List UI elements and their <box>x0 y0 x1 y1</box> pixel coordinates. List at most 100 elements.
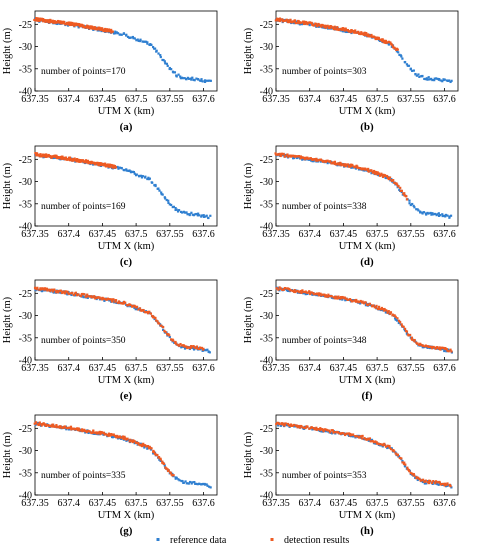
detection-point <box>75 23 78 27</box>
reference-point <box>282 154 285 157</box>
reference-point <box>409 203 412 207</box>
detection-point <box>387 40 391 44</box>
detection-point <box>430 346 434 349</box>
detection-point <box>133 305 136 308</box>
reference-point <box>82 296 85 299</box>
detection-point <box>383 39 386 42</box>
detection-point <box>277 19 280 22</box>
reference-point <box>370 438 374 441</box>
reference-point <box>419 211 422 214</box>
points-count-annotation: number of points=350 <box>41 335 126 346</box>
reference-point <box>144 175 147 178</box>
detection-point <box>302 22 306 25</box>
x-tick-label: 637.6 <box>192 229 215 240</box>
detection-point <box>99 27 102 31</box>
plot-frame <box>34 279 218 361</box>
reference-point <box>40 290 44 293</box>
detection-point <box>360 167 364 170</box>
detection-point <box>326 24 329 27</box>
reference-point <box>175 208 178 211</box>
detection-point <box>325 25 328 28</box>
detection-point <box>118 435 121 438</box>
x-tick-label: 637.55 <box>156 94 184 105</box>
detection-point <box>36 286 39 289</box>
reference-point <box>195 482 198 485</box>
detection-point <box>379 443 382 446</box>
detection-point <box>60 157 63 161</box>
detection-point <box>39 153 42 156</box>
detection-point <box>135 305 139 309</box>
detection-point <box>418 343 421 347</box>
reference-point <box>205 483 208 486</box>
detection-point <box>59 426 62 429</box>
detection-point <box>174 340 177 344</box>
detection-point <box>95 296 99 299</box>
x-axis-label: UTM X (km) <box>339 375 396 386</box>
detection-point <box>84 26 87 29</box>
detection-point <box>104 165 108 168</box>
points-count-annotation: number of points=348 <box>282 335 367 346</box>
x-tick-label: 637.5 <box>366 94 389 105</box>
reference-point <box>430 213 433 216</box>
detection-point <box>438 346 441 349</box>
detection-point <box>109 434 112 437</box>
reference-point <box>181 479 184 483</box>
detection-point <box>327 429 331 432</box>
detection-point <box>304 20 307 24</box>
detection-point <box>408 470 411 473</box>
detection-point <box>326 295 329 298</box>
detection-point <box>450 350 453 353</box>
detection-point <box>438 347 441 350</box>
detection-point <box>342 432 345 435</box>
detection-point <box>327 26 330 29</box>
detection-point <box>88 430 91 433</box>
detection-point <box>139 444 142 447</box>
detection-point <box>324 294 328 297</box>
detection-point <box>38 288 41 291</box>
reference-point <box>206 348 209 351</box>
detection-point <box>63 425 67 428</box>
detection-point <box>74 291 77 294</box>
reference-point <box>403 465 407 468</box>
detection-point <box>281 18 284 21</box>
detection-point <box>296 155 299 158</box>
detection-point <box>115 436 118 439</box>
reference-point <box>146 177 149 181</box>
reference-point <box>168 203 171 206</box>
detection-point <box>88 295 92 298</box>
detection-point <box>344 27 347 30</box>
detection-point <box>77 158 80 162</box>
y-tick-label: -25 <box>19 289 32 300</box>
detection-point <box>142 442 145 445</box>
detection-point <box>66 21 69 25</box>
detection-point <box>376 307 380 311</box>
reference-point <box>390 45 393 48</box>
detection-point <box>183 345 186 348</box>
detection-point <box>110 28 113 32</box>
detection-point <box>384 445 388 448</box>
detection-point <box>152 450 156 454</box>
detection-point <box>137 443 140 446</box>
reference-point <box>173 71 177 74</box>
detection-point <box>351 300 354 303</box>
reference-point <box>393 317 397 320</box>
detection-point <box>112 434 115 437</box>
legend-marker <box>270 538 274 541</box>
reference-point <box>197 78 200 81</box>
panel-label: (b) <box>360 121 374 133</box>
detection-point <box>140 309 143 312</box>
reference-point <box>423 482 426 485</box>
detection-point <box>77 427 80 430</box>
reference-point <box>350 166 353 169</box>
detection-point <box>44 424 48 427</box>
detection-point <box>63 20 66 24</box>
reference-point <box>153 47 157 50</box>
reference-point <box>330 296 333 299</box>
detection-point <box>383 443 386 447</box>
reference-point <box>417 73 420 76</box>
detection-point <box>105 298 108 301</box>
reference-point <box>302 292 305 295</box>
y-tick-label: -30 <box>260 311 273 322</box>
detection-point <box>304 290 307 293</box>
detection-point <box>400 457 403 460</box>
